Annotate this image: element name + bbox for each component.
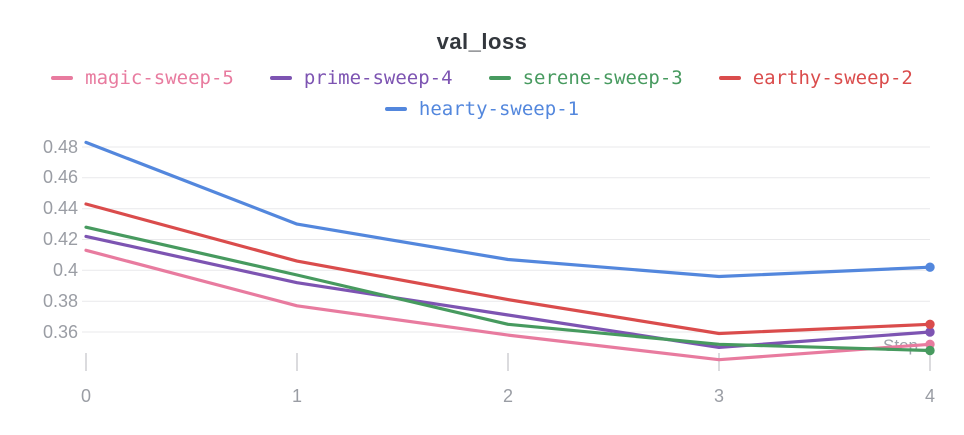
legend-swatch-icon xyxy=(384,107,407,111)
x-tick-label: 0 xyxy=(80,386,91,406)
legend-label: magic-sweep-5 xyxy=(85,67,234,89)
y-tick-label: 0.4 xyxy=(52,260,78,280)
chart-title: val_loss xyxy=(436,29,528,54)
legend-item-earthy-sweep-2[interactable]: earthy-sweep-2 xyxy=(718,66,913,90)
x-tick-label: 3 xyxy=(713,386,724,406)
legend-item-hearty-sweep-1[interactable]: hearty-sweep-1 xyxy=(384,97,580,121)
y-tick-label: 0.48 xyxy=(42,137,78,157)
y-tick-label: 0.38 xyxy=(42,291,78,311)
y-tick-label: 0.46 xyxy=(42,167,78,187)
y-tick-label: 0.44 xyxy=(42,198,78,218)
series-line-earthy-sweep-2[interactable] xyxy=(84,202,932,336)
y-tick-label: 0.42 xyxy=(42,229,78,249)
legend-row-1: magic-sweep-5 prime-sweep-4 serene-sweep-3… xyxy=(0,66,964,90)
legend-label: prime-sweep-4 xyxy=(303,67,453,89)
x-tick-label: 4 xyxy=(924,386,935,406)
legend-swatch-icon xyxy=(718,76,741,80)
legend-swatch-icon xyxy=(269,76,292,80)
series-endpoint-hearty-sweep-1[interactable] xyxy=(925,262,935,272)
x-tick-label: 2 xyxy=(502,386,513,406)
series-line-magic-sweep-5[interactable] xyxy=(84,248,932,362)
legend-item-serene-sweep-3[interactable]: serene-sweep-3 xyxy=(488,66,683,90)
legend-swatch-icon xyxy=(51,76,74,80)
legend-label: earthy-sweep-2 xyxy=(752,67,913,89)
y-tick-label: 0.36 xyxy=(42,322,78,342)
legend-row-2: hearty-sweep-1 xyxy=(0,97,964,121)
series-endpoint-serene-sweep-3[interactable] xyxy=(925,345,935,356)
legend-label: hearty-sweep-1 xyxy=(418,98,580,120)
series-endpoint-prime-sweep-4[interactable] xyxy=(925,327,935,337)
x-tick-label: 1 xyxy=(291,386,302,406)
legend-item-prime-sweep-4[interactable]: prime-sweep-4 xyxy=(269,66,453,90)
legend-item-magic-sweep-5[interactable]: magic-sweep-5 xyxy=(51,66,234,90)
series-line-hearty-sweep-1[interactable] xyxy=(84,140,932,279)
legend-swatch-icon xyxy=(488,76,511,80)
series-line-serene-sweep-3[interactable] xyxy=(84,225,932,353)
series-line-prime-sweep-4[interactable] xyxy=(84,234,932,349)
series-endpoint-earthy-sweep-2[interactable] xyxy=(925,319,935,329)
legend-label: serene-sweep-3 xyxy=(522,67,683,89)
